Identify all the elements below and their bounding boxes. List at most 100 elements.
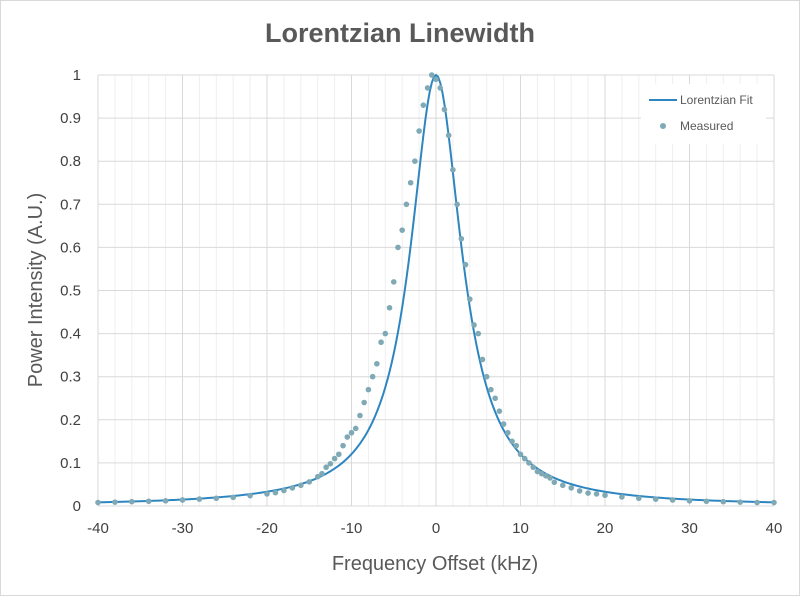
measured-point — [129, 499, 135, 505]
measured-point — [290, 485, 296, 491]
y-tick-label: 0 — [73, 498, 81, 515]
measured-point — [492, 395, 498, 401]
measured-point — [552, 479, 558, 485]
x-tick-label: 40 — [766, 520, 783, 537]
measured-point — [450, 167, 456, 173]
x-tick-label: -10 — [341, 520, 363, 537]
measured-point — [391, 279, 397, 285]
measured-point — [754, 500, 760, 506]
measured-point — [467, 296, 473, 302]
x-axis-ticks: -40 -30 -20 -10 0 10 20 30 40 — [87, 520, 782, 537]
x-axis-title: Frequency Offset (kHz) — [332, 553, 538, 575]
measured-point — [737, 499, 743, 505]
measured-point — [383, 331, 389, 337]
x-tick-label: 10 — [512, 520, 529, 537]
y-axis-title: Power Intensity (A.U.) — [25, 193, 47, 388]
y-tick-label: 0.6 — [60, 239, 81, 256]
y-tick-label: 0.2 — [60, 412, 81, 429]
measured-point — [670, 497, 676, 503]
measured-point — [95, 500, 101, 506]
measured-point — [446, 133, 452, 139]
y-axis-ticks: 0 0.1 0.2 0.3 0.4 0.5 0.6 0.7 0.8 0.9 1 — [60, 67, 81, 515]
measured-point — [328, 461, 334, 467]
measured-point — [463, 262, 469, 268]
measured-point — [395, 245, 401, 251]
measured-point — [653, 496, 659, 502]
measured-point — [687, 498, 693, 504]
measured-point — [585, 490, 591, 496]
measured-point — [366, 387, 372, 393]
measured-point — [344, 434, 350, 440]
measured-point — [421, 102, 427, 108]
y-tick-label: 0.8 — [60, 153, 81, 170]
measured-point — [298, 483, 304, 489]
x-tick-label: 20 — [597, 520, 614, 537]
measured-point — [488, 387, 494, 393]
measured-point — [370, 374, 376, 380]
legend-measured-swatch — [660, 123, 666, 129]
measured-point — [704, 498, 710, 504]
measured-point — [459, 236, 465, 242]
measured-point — [721, 499, 727, 505]
y-tick-label: 0.4 — [60, 326, 81, 343]
measured-point — [353, 426, 359, 432]
measured-point — [230, 495, 236, 501]
measured-point — [480, 357, 486, 363]
measured-point — [163, 498, 169, 504]
lorentzian-chart: Lorentzian Linewidth -40 -30 -20 -10 0 10 20 30… — [1, 1, 799, 595]
measured-point — [518, 451, 524, 457]
measured-point — [429, 72, 435, 78]
measured-point — [408, 180, 414, 186]
chart-container: Lorentzian Linewidth -40 -30 -20 -10 0 10 20 30… — [0, 0, 800, 596]
measured-point — [197, 496, 203, 502]
y-tick-label: 0.5 — [60, 283, 81, 300]
measured-point — [547, 475, 553, 481]
measured-point — [112, 499, 118, 505]
measured-point — [349, 430, 355, 436]
measured-point — [404, 202, 410, 208]
measured-point — [281, 488, 287, 494]
y-tick-label: 0.7 — [60, 196, 81, 213]
measured-point — [336, 451, 342, 457]
measured-point — [522, 456, 528, 462]
measured-point — [399, 227, 405, 233]
measured-point — [264, 491, 270, 497]
measured-point — [442, 107, 448, 113]
chart-title: Lorentzian Linewidth — [265, 18, 535, 48]
measured-point — [433, 77, 439, 83]
measured-point — [475, 331, 481, 337]
x-tick-label: -30 — [172, 520, 194, 537]
measured-point — [771, 500, 777, 506]
x-tick-label: 30 — [681, 520, 698, 537]
measured-point — [568, 485, 574, 491]
measured-point — [214, 495, 220, 501]
measured-point — [340, 443, 346, 449]
measured-point — [513, 443, 519, 449]
measured-point — [497, 408, 503, 414]
measured-point — [146, 498, 152, 504]
x-tick-label: -20 — [256, 520, 278, 537]
legend-fit-label: Lorentzian Fit — [680, 93, 753, 107]
y-tick-label: 0.1 — [60, 455, 81, 472]
measured-point — [471, 322, 477, 328]
y-tick-label: 0.3 — [60, 369, 81, 386]
legend-measured-label: Measured — [680, 119, 733, 133]
measured-point — [361, 400, 367, 406]
measured-point — [247, 493, 253, 499]
measured-point — [636, 495, 642, 501]
measured-point — [509, 439, 515, 445]
measured-point — [501, 421, 507, 427]
measured-point — [273, 490, 279, 496]
measured-point — [306, 479, 312, 485]
measured-point — [594, 491, 600, 497]
measured-point — [387, 305, 393, 311]
measured-point — [602, 492, 608, 498]
x-tick-label: -40 — [87, 520, 109, 537]
measured-point — [619, 494, 625, 500]
y-tick-label: 0.9 — [60, 110, 81, 127]
measured-point — [484, 374, 490, 380]
measured-point — [577, 488, 583, 494]
y-tick-label: 1 — [73, 67, 81, 84]
measured-point — [378, 339, 384, 345]
measured-point — [437, 85, 443, 91]
